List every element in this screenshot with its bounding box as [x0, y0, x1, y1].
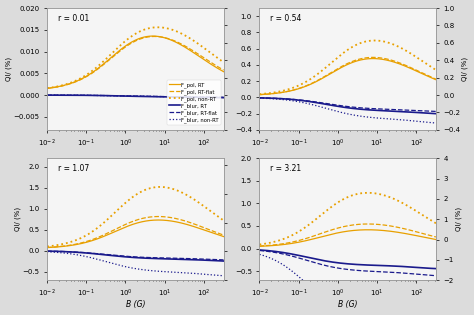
Y-axis label: QI/ (%): QI/ (%): [6, 57, 12, 81]
Text: r = 1.07: r = 1.07: [58, 164, 89, 173]
Text: r = 3.21: r = 3.21: [270, 164, 301, 173]
X-axis label: B (G): B (G): [126, 301, 145, 309]
Y-axis label: QI/ (%): QI/ (%): [456, 207, 462, 231]
Text: r = 0.01: r = 0.01: [58, 14, 89, 23]
Legend: F_pol, RT, F_pol, RT-flat, F_pol, non-RT, F_blur, RT, F_blur, RT-flat, F_blur, n: F_pol, RT, F_pol, RT-flat, F_pol, non-RT…: [167, 80, 221, 125]
X-axis label: B (G): B (G): [338, 301, 357, 309]
Y-axis label: QI/ (%): QI/ (%): [462, 57, 468, 81]
Text: r = 0.54: r = 0.54: [270, 14, 301, 23]
Y-axis label: QI/ (%): QI/ (%): [15, 207, 21, 231]
